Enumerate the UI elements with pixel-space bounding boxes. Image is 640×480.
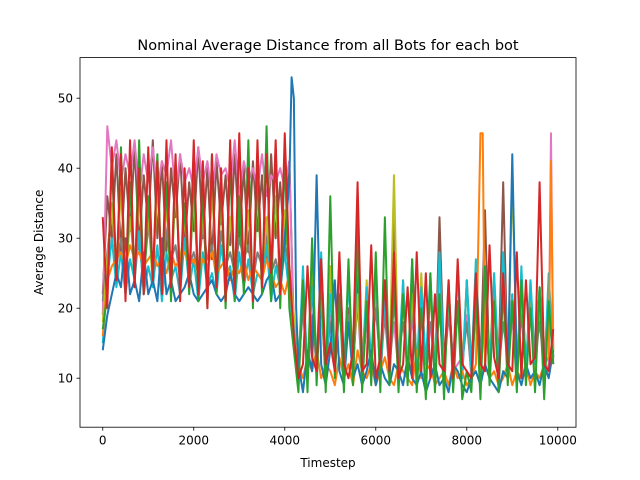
- x-axis-ticks: 0 2000 4000 6000 8000 10000: [99, 427, 577, 448]
- y-tick-label: 20: [58, 302, 73, 316]
- x-tick-label: 2000: [178, 434, 209, 448]
- x-tick-label: 4000: [269, 434, 300, 448]
- y-tick-label: 30: [58, 232, 73, 246]
- x-tick-label: 6000: [361, 434, 392, 448]
- x-tick-label: 0: [99, 434, 107, 448]
- series-line-4: [101, 132, 555, 380]
- y-axis-ticks: 10 20 30 40 50: [58, 92, 80, 386]
- x-tick-label: 10000: [539, 434, 577, 448]
- plot-lines: [101, 76, 555, 401]
- plot-frame: [79, 57, 577, 428]
- y-tick-label: 40: [58, 162, 73, 176]
- chart-title: Nominal Average Distance from all Bots f…: [137, 38, 519, 54]
- x-tick-label: 8000: [452, 434, 483, 448]
- y-axis-label: Average Distance: [32, 190, 46, 296]
- y-tick-label: 10: [58, 372, 73, 386]
- x-axis-label: Timestep: [299, 456, 355, 470]
- y-tick-label: 50: [58, 92, 73, 106]
